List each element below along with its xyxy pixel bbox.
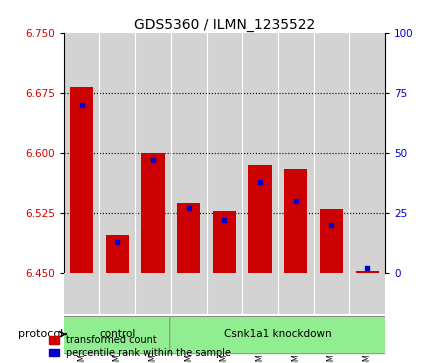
Bar [284,169,308,273]
Title: GDS5360 / ILMN_1235522: GDS5360 / ILMN_1235522 [134,18,315,32]
Legend: transformed count, percentile rank within the sample: transformed count, percentile rank withi… [49,335,231,358]
FancyBboxPatch shape [170,317,386,354]
Text: control: control [99,329,136,339]
Text: protocol: protocol [18,329,63,339]
Bar [320,209,343,273]
Bar [141,153,165,273]
FancyBboxPatch shape [63,317,172,354]
Bar [70,87,93,273]
Bar [106,236,129,273]
Bar [356,272,379,273]
Bar [213,211,236,273]
Bar [249,165,271,273]
Bar [177,203,200,273]
Text: Csnk1a1 knockdown: Csnk1a1 knockdown [224,329,332,339]
